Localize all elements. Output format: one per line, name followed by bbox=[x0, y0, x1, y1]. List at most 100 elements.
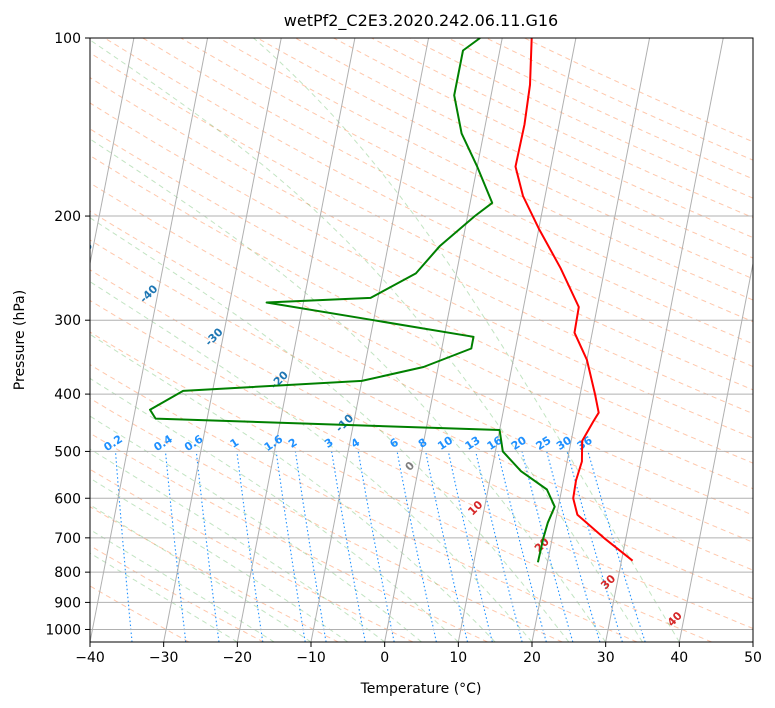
mixing-ratio-line bbox=[425, 451, 469, 642]
mixing-ratio-line bbox=[475, 451, 523, 642]
mixing-ratio-label: 25 bbox=[534, 434, 554, 453]
dry-adiabat-line bbox=[141, 38, 753, 345]
isobars bbox=[90, 38, 753, 630]
x-tick-label: −10 bbox=[296, 650, 326, 666]
mixing-ratio-line bbox=[566, 451, 623, 642]
x-axis-label: Temperature (°C) bbox=[360, 681, 482, 697]
dry-adiabat-line bbox=[90, 239, 753, 571]
dry-adiabat-line bbox=[408, 38, 753, 199]
x-tick-label: 0 bbox=[380, 650, 389, 666]
x-tick-label: −20 bbox=[223, 650, 253, 666]
mixing-ratio-line bbox=[587, 451, 646, 642]
mixing-ratio-line bbox=[396, 451, 437, 642]
y-tick-label: 300 bbox=[54, 313, 81, 329]
y-tick-label: 600 bbox=[54, 491, 81, 507]
isotherm-line bbox=[531, 38, 651, 642]
isotherm-label: -10 bbox=[333, 411, 356, 434]
mixing-ratio-line bbox=[331, 451, 366, 642]
moist-adiabat-line bbox=[90, 333, 496, 642]
plot-area: -100-90-80-70-60-50-40-30-20-10010203040… bbox=[0, 38, 753, 642]
y-axis: 100 200 300 400 500 600 700 800 900 1000 bbox=[45, 31, 90, 639]
y-tick-label: 1000 bbox=[45, 623, 81, 639]
plot-frame bbox=[89, 37, 754, 643]
y-tick-label: 700 bbox=[54, 531, 81, 547]
dry-adiabat-line bbox=[90, 77, 753, 415]
dry-adiabat-line bbox=[90, 331, 712, 642]
mixing-ratio-label: 1.6 bbox=[262, 432, 286, 454]
y-tick-label: 200 bbox=[54, 209, 81, 225]
moist-adiabats bbox=[90, 38, 680, 642]
mixing-ratio-label: 1 bbox=[228, 436, 242, 451]
moist-adiabat-line bbox=[90, 415, 422, 642]
isotherm-line bbox=[90, 38, 135, 267]
isotherm-label: 0 bbox=[403, 459, 418, 474]
mixing-ratio-line bbox=[236, 451, 264, 642]
x-tick-label: 20 bbox=[523, 650, 541, 666]
mixing-ratio-labels: 0.1 0.2 0.4 0.6 1 1.6 2 3 4 6 8 10 13 16 20 25 30 36 bbox=[101, 432, 594, 454]
dry-adiabat-line bbox=[90, 432, 488, 642]
y-tick-label: 800 bbox=[54, 565, 81, 581]
dry-adiabat-line bbox=[256, 38, 753, 280]
isotherm-line bbox=[605, 38, 724, 642]
dry-adiabat-line bbox=[90, 585, 190, 642]
sounding-series bbox=[149, 38, 634, 563]
x-tick-label: −30 bbox=[149, 650, 179, 666]
x-axis: −40 −30 −20 −10 0 10 20 30 40 50 bbox=[75, 642, 762, 666]
mixing-ratio-label: 0.4 bbox=[151, 432, 175, 454]
mixing-ratio-label: 2 bbox=[286, 436, 300, 451]
y-axis-label: Pressure (hPa) bbox=[12, 290, 28, 390]
isotherm-line bbox=[0, 38, 60, 642]
dry-adiabat-line bbox=[90, 397, 563, 642]
mixing-ratio-line bbox=[294, 451, 327, 642]
mixing-ratio-line bbox=[195, 451, 220, 642]
dry-adiabat-line bbox=[218, 38, 753, 301]
isotherm-label: -30 bbox=[202, 325, 225, 348]
isotherm-line bbox=[236, 38, 356, 642]
moist-adiabat-line bbox=[90, 377, 459, 642]
x-tick-label: 30 bbox=[597, 650, 615, 666]
mixing-ratio-line bbox=[497, 451, 547, 642]
dry-adiabat-line bbox=[90, 128, 753, 464]
mixing-ratio-label: 8 bbox=[416, 436, 430, 451]
isotherm-line bbox=[90, 38, 209, 642]
dry-adiabat-line bbox=[90, 468, 414, 642]
sounding-line bbox=[514, 38, 634, 562]
x-tick-label: −40 bbox=[75, 650, 105, 666]
dry-adiabat-line bbox=[446, 38, 753, 180]
dry-adiabat-line bbox=[90, 155, 753, 490]
mixing-ratio-label: 3 bbox=[322, 436, 336, 451]
mixing-ratio-line bbox=[521, 451, 574, 642]
dry-adiabat-line bbox=[90, 299, 753, 630]
dry-adiabat-line bbox=[103, 38, 753, 368]
isotherms bbox=[0, 38, 753, 642]
dry-adiabat-line bbox=[90, 506, 339, 642]
y-tick-label: 900 bbox=[54, 595, 81, 611]
chart-title: wetPf2_C2E3.2020.242.06.11.G16 bbox=[284, 11, 558, 31]
mixing-ratio-line bbox=[546, 451, 601, 642]
moist-adiabat-line bbox=[90, 281, 533, 642]
moist-adiabat-line bbox=[253, 38, 680, 642]
isotherm-line bbox=[163, 38, 282, 642]
isotherm-label: -60 bbox=[7, 196, 30, 219]
isotherm-line bbox=[457, 38, 577, 642]
mixing-ratio-label: 6 bbox=[387, 436, 401, 451]
dry-adiabats bbox=[90, 38, 753, 642]
x-tick-label: 40 bbox=[670, 650, 688, 666]
isotherm-label: -40 bbox=[137, 282, 160, 305]
mixing-ratio-line bbox=[164, 451, 187, 642]
isotherm-line bbox=[752, 639, 753, 642]
dry-adiabat-line bbox=[90, 364, 638, 642]
dry-adiabat-line bbox=[90, 269, 753, 600]
dry-adiabat-line bbox=[90, 210, 753, 543]
isotherm-label: -50 bbox=[72, 239, 95, 262]
y-tick-label: 400 bbox=[54, 387, 81, 403]
y-tick-label: 500 bbox=[54, 444, 81, 460]
moist-adiabat-line bbox=[90, 138, 607, 642]
isotherm-line bbox=[384, 38, 503, 642]
mixing-ratio-label: 20 bbox=[509, 433, 529, 452]
x-tick-label: 10 bbox=[449, 650, 467, 666]
mixing-ratio-line bbox=[357, 451, 395, 642]
mixing-ratio-label: 4 bbox=[349, 436, 363, 451]
moist-adiabat-line bbox=[90, 217, 570, 642]
isotherm-line bbox=[310, 38, 430, 642]
